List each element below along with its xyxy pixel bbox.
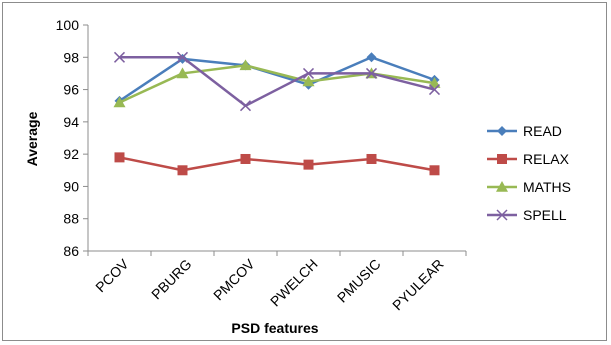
y-tick-label: 86 xyxy=(63,243,79,259)
legend-marker-spell xyxy=(496,209,508,221)
x-tick-label: PBURG xyxy=(148,256,195,303)
data-point-maths xyxy=(176,67,189,79)
x-tick-label: PMCOV xyxy=(210,255,258,303)
data-point-spell xyxy=(176,51,189,63)
legend-label-spell: SPELL xyxy=(523,207,567,223)
axes xyxy=(87,25,466,252)
x-tick-label: PYULEAR xyxy=(389,256,447,314)
legend-label-read: READ xyxy=(523,123,562,139)
data-point-maths xyxy=(239,59,252,71)
series-line-relax xyxy=(119,156,435,172)
legend-marker-read xyxy=(497,126,507,136)
y-tick-label: 94 xyxy=(63,114,79,130)
legend: READ RELAX MATHS SPELL xyxy=(487,123,571,223)
x-tick-label: PCOV xyxy=(92,255,132,295)
y-tick-label: 98 xyxy=(63,49,79,65)
series-line-read xyxy=(118,56,435,102)
data-point-relax xyxy=(177,165,188,176)
y-tick-label: 100 xyxy=(56,17,80,33)
data-point-read xyxy=(366,52,377,63)
legend-label-maths: MATHS xyxy=(523,179,571,195)
data-point-relax xyxy=(240,153,251,164)
y-axis-title: Average xyxy=(24,111,40,166)
series-line-spell xyxy=(119,56,435,107)
y-tick-label: 96 xyxy=(63,82,79,98)
legend-marker-maths xyxy=(496,181,508,192)
data-point-maths xyxy=(302,75,315,87)
y-tick-label: 92 xyxy=(63,146,79,162)
legend-marker-relax xyxy=(497,154,507,164)
data-point-relax xyxy=(303,159,314,170)
series-line-maths xyxy=(118,64,435,104)
data-point-relax xyxy=(429,165,440,176)
data-point-spell xyxy=(428,84,441,96)
chart-frame xyxy=(2,2,607,341)
data-point-spell xyxy=(113,51,126,63)
x-tick-label: PWELCH xyxy=(267,256,321,310)
data-point-relax xyxy=(366,153,377,164)
data-point-spell xyxy=(239,100,252,112)
y-tick-label: 88 xyxy=(63,211,79,227)
y-ticks: 86 88 90 92 94 96 98 100 xyxy=(56,17,88,259)
x-axis-title: PSD features xyxy=(231,320,318,336)
x-ticks: PCOV PBURG PMCOV PWELCH PMUSIC PYULEAR xyxy=(87,251,467,314)
series xyxy=(113,51,441,176)
data-point-maths xyxy=(113,96,126,108)
data-point-relax xyxy=(114,152,125,163)
data-point-maths xyxy=(428,77,441,88)
data-point-spell xyxy=(365,67,378,79)
data-point-spell xyxy=(302,67,315,79)
y-tick-label: 90 xyxy=(63,178,79,194)
x-tick-label: PMUSIC xyxy=(334,256,384,306)
legend-label-relax: RELAX xyxy=(523,151,570,167)
